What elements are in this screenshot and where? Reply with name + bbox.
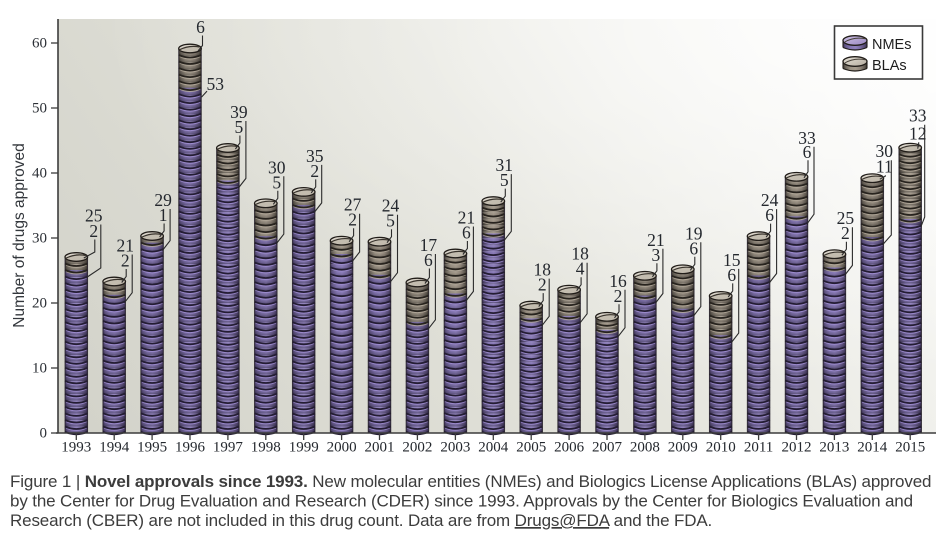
svg-text:5: 5 (272, 172, 281, 192)
svg-text:2000: 2000 (327, 440, 357, 456)
svg-text:18: 18 (533, 260, 551, 280)
svg-text:6: 6 (727, 265, 736, 285)
svg-text:5: 5 (386, 211, 395, 231)
svg-text:2: 2 (89, 221, 98, 241)
svg-text:1: 1 (159, 205, 168, 225)
svg-text:1993: 1993 (61, 440, 91, 456)
svg-text:Figure 1 | Novel approvals sin: Figure 1 | Novel approvals since 1993. N… (10, 472, 931, 491)
svg-text:2012: 2012 (782, 440, 812, 456)
svg-text:NMEs: NMEs (872, 37, 911, 53)
svg-text:by the Center for Drug Evaluat: by the Center for Drug Evaluation and Re… (10, 492, 913, 511)
svg-text:2: 2 (538, 275, 547, 295)
svg-text:6: 6 (765, 205, 774, 225)
svg-text:2014: 2014 (857, 440, 888, 456)
svg-text:31: 31 (496, 155, 514, 175)
svg-text:2013: 2013 (819, 440, 849, 456)
svg-text:1996: 1996 (175, 440, 206, 456)
svg-text:Number of drugs approved: Number of drugs approved (11, 143, 28, 327)
svg-text:27: 27 (344, 195, 362, 215)
svg-text:5: 5 (500, 170, 509, 190)
svg-text:21: 21 (458, 208, 476, 228)
svg-text:40: 40 (32, 166, 47, 182)
svg-text:2: 2 (614, 286, 623, 306)
svg-text:1994: 1994 (99, 440, 130, 456)
svg-text:5: 5 (235, 117, 244, 137)
svg-text:6: 6 (689, 238, 698, 258)
svg-text:2009: 2009 (668, 440, 698, 456)
svg-text:24: 24 (761, 190, 779, 210)
svg-text:39: 39 (230, 102, 248, 122)
svg-text:2004: 2004 (478, 440, 509, 456)
svg-text:53: 53 (207, 74, 225, 94)
svg-text:2007: 2007 (592, 440, 623, 456)
svg-text:60: 60 (32, 36, 47, 52)
svg-text:20: 20 (32, 296, 47, 312)
svg-text:18: 18 (571, 244, 589, 264)
svg-text:16: 16 (609, 271, 627, 291)
svg-text:12: 12 (909, 124, 927, 144)
svg-text:1998: 1998 (251, 440, 281, 456)
svg-text:25: 25 (85, 206, 103, 226)
svg-text:2008: 2008 (630, 440, 660, 456)
svg-text:25: 25 (837, 208, 855, 228)
svg-text:30: 30 (268, 157, 286, 177)
svg-text:1999: 1999 (289, 440, 319, 456)
svg-text:10: 10 (32, 361, 47, 377)
svg-text:2002: 2002 (402, 440, 432, 456)
svg-text:2010: 2010 (706, 440, 736, 456)
svg-text:2001: 2001 (365, 440, 395, 456)
svg-text:21: 21 (647, 230, 665, 250)
svg-text:30: 30 (876, 141, 894, 161)
svg-text:2: 2 (348, 210, 357, 230)
svg-text:33: 33 (909, 106, 927, 126)
svg-text:3: 3 (652, 245, 661, 265)
svg-text:19: 19 (685, 223, 703, 243)
svg-text:2: 2 (310, 161, 319, 181)
svg-text:50: 50 (32, 101, 47, 117)
svg-text:4: 4 (576, 259, 585, 279)
svg-text:2005: 2005 (516, 440, 546, 456)
svg-text:2: 2 (121, 251, 130, 271)
svg-text:11: 11 (876, 157, 893, 177)
svg-text:6: 6 (803, 142, 812, 162)
svg-text:1997: 1997 (213, 440, 244, 456)
svg-text:6: 6 (196, 17, 205, 37)
svg-text:33: 33 (798, 128, 816, 148)
svg-text:35: 35 (306, 146, 324, 166)
svg-text:2: 2 (841, 223, 850, 243)
svg-text:1995: 1995 (137, 440, 167, 456)
svg-text:17: 17 (420, 235, 438, 255)
svg-text:21: 21 (116, 236, 134, 256)
svg-text:Research (CBER) are not includ: Research (CBER) are not included in this… (10, 511, 712, 530)
svg-text:2015: 2015 (895, 440, 925, 456)
svg-text:29: 29 (154, 190, 172, 210)
svg-text:0: 0 (40, 426, 48, 442)
svg-text:15: 15 (723, 250, 741, 270)
svg-text:2006: 2006 (554, 440, 585, 456)
svg-text:2011: 2011 (744, 440, 773, 456)
svg-text:30: 30 (32, 231, 47, 247)
svg-text:24: 24 (382, 196, 400, 216)
svg-text:6: 6 (462, 223, 471, 243)
svg-text:BLAs: BLAs (872, 58, 907, 74)
svg-text:2003: 2003 (440, 440, 470, 456)
svg-text:6: 6 (424, 250, 433, 270)
